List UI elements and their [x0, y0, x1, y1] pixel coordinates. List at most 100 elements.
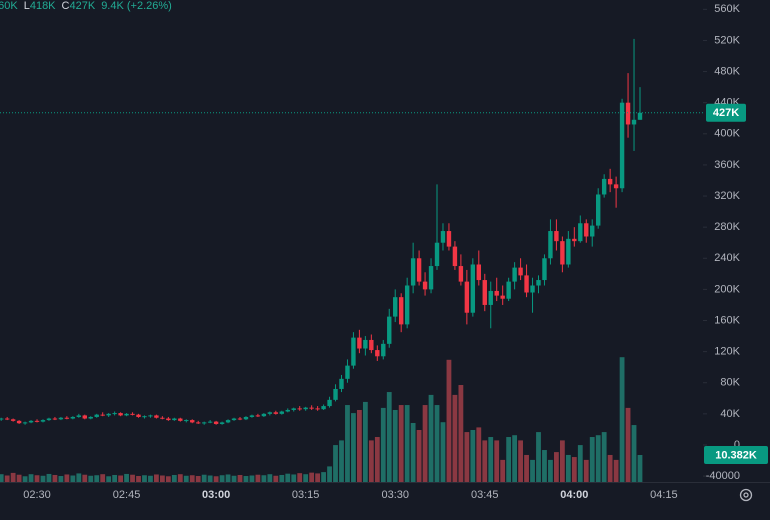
y-tick-label: 200K [714, 283, 740, 295]
volume-bar [82, 474, 88, 482]
volume-bar [357, 409, 362, 482]
volume-bar [148, 475, 153, 482]
volume-bar [428, 394, 434, 482]
candle-body [458, 266, 464, 282]
volume-bar [404, 405, 410, 482]
volume-bar [279, 474, 285, 482]
candle-body [339, 378, 344, 389]
candle-body [124, 413, 129, 416]
candle-body [100, 414, 105, 416]
volume-bar [452, 394, 458, 482]
candle-body [112, 413, 117, 415]
volume-bar [40, 475, 46, 482]
volume-bar [637, 455, 643, 482]
candle-body [607, 178, 613, 185]
y-tick-label: 480K [714, 65, 740, 77]
x-tick-label: 02:30 [23, 489, 51, 501]
candle-body [410, 258, 416, 286]
volume-bar [225, 474, 231, 482]
candle-body [52, 418, 58, 420]
candle-body [22, 422, 28, 424]
candle-body [488, 290, 493, 305]
volume-bar [416, 430, 422, 482]
candle-body [578, 223, 583, 242]
candle-body [4, 418, 10, 420]
candle-body [0, 418, 4, 420]
candle-body [584, 223, 589, 237]
volume-bar [136, 476, 141, 482]
candle-body [512, 267, 517, 282]
candle-body [279, 411, 284, 414]
volume-bar [613, 459, 619, 482]
candle-body [261, 413, 267, 417]
candle-body [172, 418, 177, 421]
volume-bar [201, 474, 207, 482]
volume-bar [16, 474, 22, 482]
gear-inner[interactable] [743, 492, 749, 498]
volume-bar [70, 475, 76, 482]
candle-body [631, 119, 637, 125]
volume-bar [327, 466, 332, 482]
candle-body [637, 112, 643, 120]
y-tick-label: 400K [714, 128, 740, 140]
volume-bar [46, 473, 52, 482]
settings-icon[interactable] [739, 488, 753, 502]
candle-body [464, 281, 470, 313]
volume-bar [530, 459, 535, 482]
legend-high: 460K [0, 0, 18, 12]
volume-bar [631, 425, 637, 482]
volume-bar [476, 427, 482, 482]
volume-bar [142, 475, 147, 482]
candle-body [46, 418, 52, 421]
volume-bar [34, 475, 40, 482]
candle-body [28, 420, 34, 423]
candle-body [452, 246, 458, 267]
volume-bar [601, 432, 607, 482]
volume-bar [548, 459, 553, 482]
volume-bar [374, 437, 380, 482]
gear-outer[interactable] [739, 488, 753, 502]
volume-bar [213, 476, 219, 482]
volume-bar [10, 472, 16, 482]
last-volume-label: 10.382K [715, 449, 757, 461]
legend-low-key: L [23, 0, 30, 12]
candle-body [184, 420, 189, 422]
volume-bar [321, 472, 326, 482]
x-tick-label: 03:30 [381, 489, 409, 501]
volume-bar [4, 475, 10, 482]
last-volume-tag [704, 446, 768, 465]
candle-body [160, 417, 165, 419]
candle-body [297, 408, 302, 410]
volume-bar [345, 405, 350, 482]
candle-body [255, 415, 261, 417]
volume-bar [470, 430, 476, 482]
y-tick-label: 560K [714, 3, 740, 15]
volume-bar [297, 473, 303, 482]
volume-bar [171, 474, 177, 482]
candle-body [560, 241, 565, 265]
x-tick-label: 03:00 [202, 489, 230, 501]
volume-bar [607, 454, 613, 482]
candle-body [357, 337, 362, 349]
candle-body [416, 258, 422, 282]
y-tick-label: 160K [714, 314, 740, 326]
volume-bar [309, 472, 315, 482]
candle-body [548, 231, 553, 259]
volume-bar [536, 432, 541, 482]
candle-body [64, 417, 70, 419]
candle-body [536, 280, 541, 286]
candle-body [58, 417, 64, 420]
volume-bar [500, 459, 506, 482]
volume-bar [76, 473, 82, 482]
volume-bar [339, 440, 344, 482]
volume-bar [512, 435, 518, 482]
candle-body [196, 422, 201, 424]
candle-body [476, 264, 481, 281]
candle-body [309, 407, 314, 409]
volume-bar [219, 475, 225, 482]
candle-body [106, 413, 111, 416]
volume-bar [231, 475, 237, 482]
candle-body [136, 414, 141, 417]
volume-bar [130, 474, 135, 482]
candle-body [572, 238, 577, 242]
